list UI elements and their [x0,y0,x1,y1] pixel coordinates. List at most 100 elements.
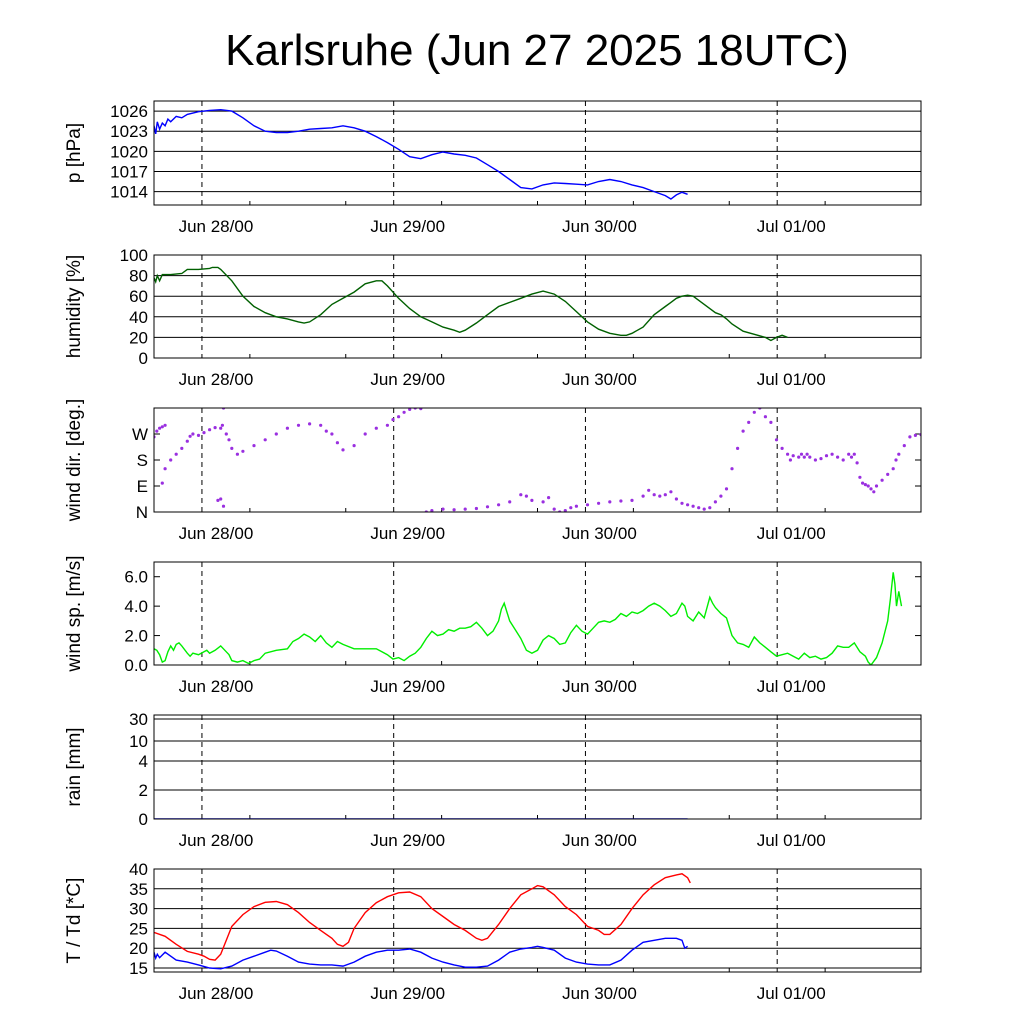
y-tick-label: 0.0 [124,656,148,675]
y-tick-label: 1020 [110,142,148,161]
wind-direction-point [708,506,712,510]
y-axis-label: wind sp. [m/s] [64,555,85,672]
y-tick-label: 100 [120,246,148,265]
wind-direction-point [408,408,412,411]
wind-direction-point [324,429,328,433]
y-tick-label: 15 [129,959,148,978]
x-tick-label: Jul 01/00 [757,370,826,389]
wind-direction-point [202,431,206,435]
y-tick-label: 20 [129,328,148,347]
wind-direction-point [524,494,529,498]
wind-direction-point [874,484,879,488]
wind-direction-point [669,490,673,494]
wind-direction-point [508,500,512,504]
wind-direction-point [808,455,812,459]
wind-direction-point [841,458,845,462]
wind-direction-point [163,467,167,471]
wind-direction-point [880,478,884,482]
wind-direction-point [169,458,173,462]
wind-direction-point [886,472,890,476]
x-tick-label: Jun 29/00 [370,524,445,543]
x-tick-label: Jun 29/00 [370,217,445,236]
x-tick-label: Jul 01/00 [757,217,826,236]
wind-direction-point [585,503,590,507]
x-tick-label: Jun 29/00 [370,677,445,696]
wind-direction-point [736,446,740,450]
y-tick-label: 1023 [110,122,148,141]
wind-direction-point [697,506,701,510]
wind-direction-point [897,452,901,456]
wind-direction-point [686,503,690,507]
wind-direction-point [385,423,389,427]
wind-direction-point [221,504,226,508]
wind-direction-point [552,507,556,511]
wind-direction-point [213,426,217,430]
wind-direction-point [597,501,601,505]
y-tick-label: W [132,425,148,444]
wind-direction-point [419,408,423,411]
x-tick-label: Jun 28/00 [179,370,254,389]
x-tick-label: Jun 30/00 [562,370,637,389]
panel-frame [153,561,922,666]
x-tick-label: Jul 01/00 [757,831,826,850]
wind-direction-point [719,494,723,498]
wind-direction-point [702,507,706,511]
wind-direction-point [836,455,840,459]
wind-direction-point [530,498,534,502]
x-tick-label: Jun 30/00 [562,524,637,543]
humidity-line [154,266,788,342]
wind-direction-point [797,455,801,459]
wind-direction-point [813,458,818,462]
wind-direction-point [863,483,868,487]
wind-direction-point [158,426,162,430]
wind-direction-point [724,487,729,491]
wind-direction-point [185,439,189,443]
y-tick-label: 6.0 [124,568,148,587]
wind-direction-point [219,497,223,501]
wind-direction-point [563,509,567,512]
wind-direction-point [647,488,651,492]
wind-direction-point [569,506,573,510]
wind-direction-point [474,506,478,511]
wind-direction-point [805,452,809,456]
wind-direction-point [741,429,745,433]
wind-direction-point [519,493,523,497]
wind-direction-point [830,452,834,456]
wind-direction-point [397,415,401,419]
wind-direction-point [619,499,623,503]
x-tick-label: Jul 01/00 [757,984,826,1003]
wind-direction-point [847,452,851,456]
x-tick-label: Jun 30/00 [562,984,637,1003]
wind-direction-point [241,449,245,453]
wind-direction-point [363,432,367,436]
wind-direction-point [188,434,192,438]
y-tick-label: 30 [129,900,148,919]
wind-direction-point [855,461,859,465]
wind-direction-point [219,426,223,430]
y-tick-label: 1017 [110,162,148,181]
panel-frame [153,100,922,206]
wind-direction-point [341,448,345,452]
wind-direction-point [691,504,695,508]
dewpoint-line [154,937,688,970]
wind-direction-point [891,467,895,471]
wind-direction-point [430,509,434,512]
wind-direction-point [235,452,239,456]
x-tick-label: Jul 01/00 [757,677,826,696]
wind-direction-point [713,500,718,504]
y-tick-label: 40 [129,308,148,327]
wind-direction-point [769,420,773,424]
wind-direction-point [799,452,804,456]
wind-direction-point [263,438,267,442]
wind-direction-point [335,441,339,445]
y-tick-label: 0 [139,810,148,829]
wind-direction-point [663,493,667,497]
y-tick-label: 2.0 [124,627,148,646]
wind-direction-point [608,500,612,504]
wind-direction-point [747,420,751,424]
wind-direction-point [652,493,656,497]
x-tick-label: Jul 01/00 [757,524,826,543]
y-tick-label: S [137,451,148,470]
wind-direction-point [658,494,662,498]
